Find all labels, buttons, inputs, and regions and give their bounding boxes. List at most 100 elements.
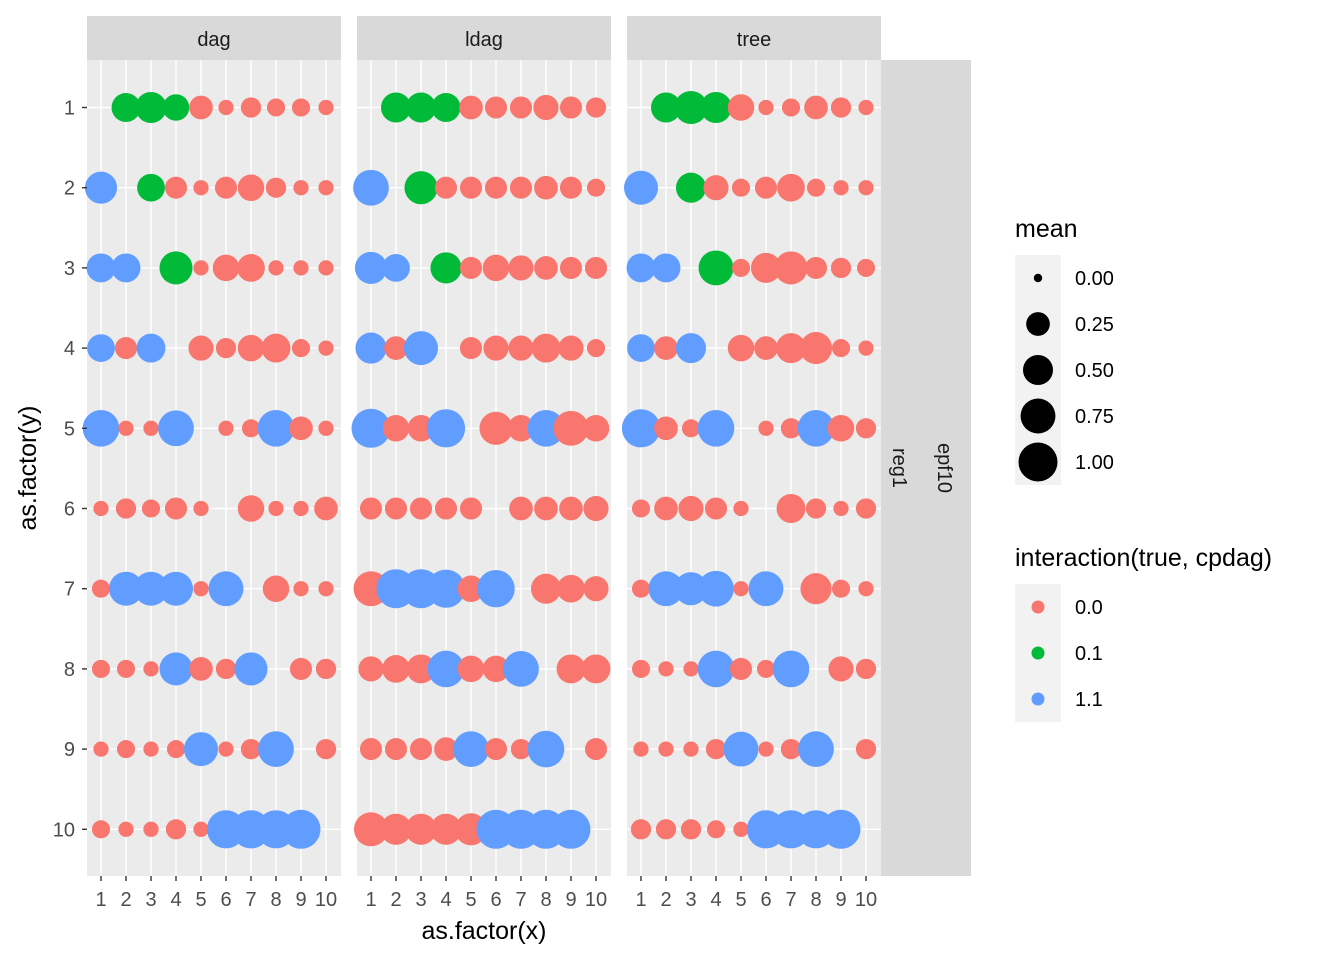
data-point bbox=[382, 254, 410, 282]
data-point bbox=[111, 93, 141, 122]
data-point bbox=[624, 170, 658, 205]
data-point bbox=[143, 420, 159, 436]
x-tick-label: 7 bbox=[245, 889, 256, 911]
data-point bbox=[727, 334, 755, 362]
data-point bbox=[833, 180, 849, 196]
data-point bbox=[531, 333, 561, 363]
data-point bbox=[93, 741, 109, 757]
x-tick-label: 1 bbox=[635, 889, 646, 911]
data-point bbox=[188, 335, 214, 361]
y-tick-label: 5 bbox=[64, 418, 75, 440]
x-tick-label: 8 bbox=[540, 889, 551, 911]
x-tick-label: 9 bbox=[835, 889, 846, 911]
data-point bbox=[704, 497, 728, 520]
data-point bbox=[318, 581, 334, 597]
data-point bbox=[193, 180, 209, 196]
data-point bbox=[261, 333, 291, 363]
data-point bbox=[633, 741, 649, 757]
data-point bbox=[733, 500, 749, 517]
facet-panel-dag: dag bbox=[82, 16, 341, 876]
data-point bbox=[509, 96, 533, 119]
data-point bbox=[855, 658, 877, 680]
data-point bbox=[774, 251, 808, 285]
data-point bbox=[678, 495, 704, 522]
data-point bbox=[828, 656, 854, 682]
data-point bbox=[655, 819, 677, 840]
data-point bbox=[116, 659, 136, 678]
legend-size-label: 0.75 bbox=[1075, 406, 1114, 428]
data-point bbox=[675, 333, 707, 364]
data-point bbox=[241, 419, 261, 438]
data-point bbox=[115, 498, 137, 519]
data-point bbox=[218, 420, 234, 436]
data-point bbox=[354, 812, 388, 847]
x-tick-label: 2 bbox=[660, 889, 671, 911]
x-tick-label: 4 bbox=[170, 889, 181, 911]
data-point bbox=[626, 253, 656, 283]
data-point bbox=[631, 579, 651, 598]
data-point bbox=[240, 738, 262, 760]
data-point bbox=[583, 576, 609, 602]
data-point bbox=[508, 335, 534, 361]
data-point bbox=[118, 420, 134, 436]
data-point bbox=[91, 579, 111, 598]
data-point bbox=[797, 409, 835, 447]
facet-strip bbox=[87, 16, 341, 60]
panels-layer: dag ldag tree bbox=[82, 16, 881, 876]
data-point bbox=[776, 494, 806, 523]
legend-size-title: mean bbox=[1015, 215, 1078, 243]
data-point bbox=[237, 254, 265, 282]
data-point bbox=[830, 97, 852, 118]
data-point bbox=[658, 741, 674, 757]
data-point bbox=[453, 731, 489, 767]
data-point bbox=[114, 337, 138, 360]
x-tick-label: 10 bbox=[315, 889, 337, 911]
data-point bbox=[87, 334, 115, 362]
data-point bbox=[457, 655, 485, 683]
data-point bbox=[404, 171, 438, 205]
data-point bbox=[482, 254, 510, 282]
data-point bbox=[631, 499, 651, 518]
y-axis-title: as.factor(y) bbox=[14, 405, 42, 530]
data-point bbox=[459, 256, 483, 279]
data-point bbox=[830, 257, 852, 279]
data-point bbox=[404, 331, 438, 366]
legend-color-label: 1.1 bbox=[1075, 689, 1103, 711]
x-tick-label: 7 bbox=[515, 889, 526, 911]
data-point bbox=[158, 410, 194, 447]
data-point bbox=[621, 409, 661, 448]
data-point bbox=[293, 180, 309, 196]
data-point bbox=[166, 740, 186, 759]
right-strip-layer: reg1 epf10 bbox=[881, 60, 971, 876]
data-point bbox=[380, 813, 412, 845]
data-point bbox=[683, 741, 699, 757]
data-point bbox=[559, 256, 583, 279]
data-point bbox=[800, 573, 832, 605]
data-point bbox=[318, 99, 334, 116]
data-point bbox=[459, 176, 483, 199]
data-point bbox=[218, 741, 234, 757]
data-point bbox=[703, 175, 729, 201]
data-point bbox=[459, 497, 483, 520]
data-point bbox=[430, 252, 462, 284]
data-point bbox=[858, 99, 874, 116]
data-point bbox=[318, 340, 334, 356]
x-tick-label: 6 bbox=[220, 889, 231, 911]
data-point bbox=[291, 339, 311, 358]
facet-strip bbox=[357, 16, 611, 60]
x-tick-label: 1 bbox=[365, 889, 376, 911]
x-tick-label: 3 bbox=[145, 889, 156, 911]
data-point bbox=[781, 98, 801, 117]
data-point bbox=[162, 94, 190, 121]
y-tick-label: 9 bbox=[64, 739, 75, 761]
data-point bbox=[750, 252, 782, 283]
data-point bbox=[406, 654, 436, 684]
x-tick-label: 5 bbox=[465, 889, 476, 911]
data-point bbox=[315, 658, 337, 680]
data-point bbox=[798, 731, 834, 767]
data-point bbox=[756, 659, 776, 678]
data-point bbox=[318, 180, 334, 196]
data-point bbox=[772, 650, 810, 688]
data-point bbox=[729, 657, 753, 680]
data-point bbox=[855, 498, 877, 519]
